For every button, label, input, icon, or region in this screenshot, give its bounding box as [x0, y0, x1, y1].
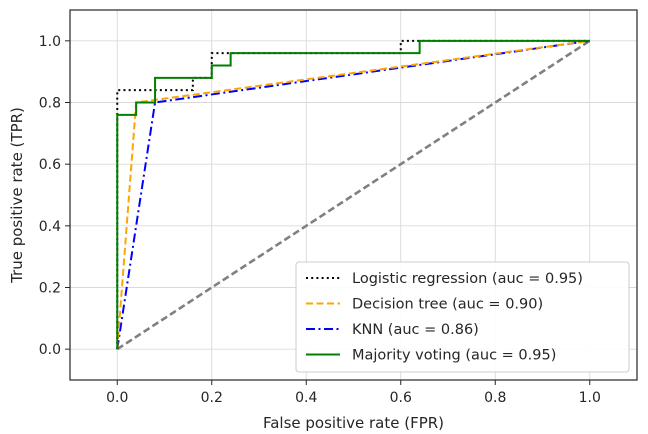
y-tick-label: 0.0 — [39, 342, 61, 358]
x-tick-label: 0.4 — [295, 390, 317, 406]
plot-frame — [69, 9, 638, 381]
y-tick-label: 0.2 — [39, 281, 61, 297]
x-tick-label: 0.2 — [201, 390, 223, 406]
series-line-3 — [116, 39, 590, 350]
y-tick-label: 0.8 — [39, 96, 61, 112]
legend-label: Logistic regression (auc = 0.95) — [352, 271, 583, 287]
legend: Logistic regression (auc = 0.95) Decision… — [295, 261, 630, 373]
ticks — [65, 40, 591, 385]
y-axis-label: True positive rate (TPR) — [8, 107, 26, 284]
x-tick-label: 0.6 — [390, 390, 412, 406]
y-tick-label: 0.4 — [39, 219, 61, 235]
legend-label: Majority voting (auc = 0.95) — [352, 348, 556, 364]
legend-label: Decision tree (auc = 0.90) — [352, 297, 543, 313]
legend-label: KNN (auc = 0.86) — [352, 322, 479, 338]
x-axis-label: False positive rate (FPR) — [263, 414, 444, 432]
y-tick-label: 1.0 — [39, 34, 61, 50]
legend-box — [295, 261, 630, 373]
y-tick-label: 0.6 — [39, 157, 61, 173]
plot-lines — [116, 39, 591, 351]
x-tick-label: 0.0 — [106, 390, 128, 406]
grid — [70, 10, 637, 380]
x-tick-label: 0.8 — [484, 390, 506, 406]
x-tick-label: 1.0 — [579, 390, 601, 406]
tick-labels: 0.0 0.2 0.4 0.6 0.8 1.0 0.0 0.2 0.4 0.6 0.8 1.0 — [39, 34, 601, 406]
series-line-0 — [116, 39, 590, 350]
